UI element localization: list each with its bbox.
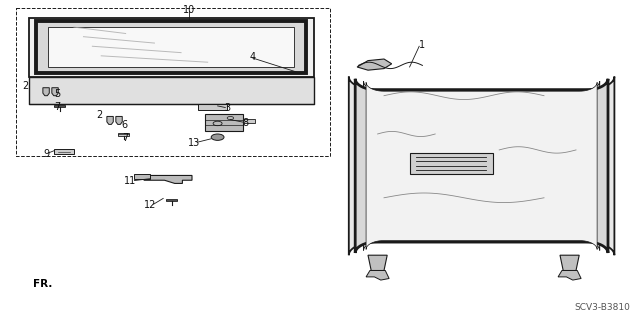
Polygon shape (364, 81, 600, 250)
Text: 10: 10 (182, 5, 195, 15)
Polygon shape (52, 88, 58, 96)
Text: 3: 3 (224, 103, 230, 114)
Text: 1: 1 (419, 40, 426, 50)
Text: 7: 7 (122, 133, 129, 143)
Bar (166, 199, 177, 201)
Text: FR.: FR. (33, 279, 52, 289)
Bar (54, 149, 74, 154)
Circle shape (211, 134, 224, 140)
Polygon shape (558, 271, 581, 280)
Bar (118, 133, 129, 136)
Text: 2: 2 (96, 110, 102, 120)
Text: 7: 7 (54, 102, 61, 112)
Polygon shape (29, 77, 314, 104)
Polygon shape (366, 82, 597, 249)
Polygon shape (48, 27, 294, 67)
Bar (198, 104, 227, 110)
Polygon shape (366, 271, 389, 280)
Text: 4: 4 (250, 52, 256, 63)
Polygon shape (144, 175, 192, 183)
Text: 13: 13 (188, 138, 200, 148)
Polygon shape (357, 59, 392, 70)
Bar (410, 153, 493, 174)
Polygon shape (107, 116, 113, 124)
Polygon shape (355, 79, 608, 253)
Polygon shape (205, 114, 243, 131)
Polygon shape (349, 77, 614, 255)
Text: 9: 9 (43, 149, 49, 159)
Polygon shape (243, 119, 255, 123)
Text: 6: 6 (122, 120, 128, 130)
Polygon shape (560, 255, 579, 271)
Polygon shape (29, 18, 314, 77)
Polygon shape (116, 116, 122, 124)
Text: 5: 5 (54, 89, 61, 99)
Polygon shape (134, 174, 150, 179)
Polygon shape (36, 21, 306, 73)
Polygon shape (368, 255, 387, 271)
Bar (54, 105, 65, 107)
Text: 12: 12 (144, 200, 157, 210)
Text: SCV3-B3810: SCV3-B3810 (575, 303, 630, 312)
Text: 11: 11 (124, 176, 137, 186)
Polygon shape (43, 88, 49, 96)
Text: 8: 8 (242, 118, 248, 128)
Text: 2: 2 (22, 81, 29, 91)
